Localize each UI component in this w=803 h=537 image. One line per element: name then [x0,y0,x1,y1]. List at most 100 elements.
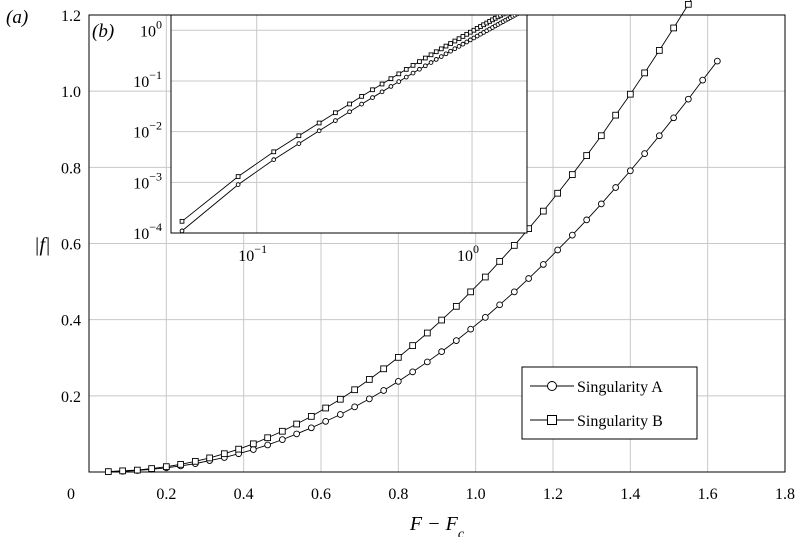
main-point-circle [452,337,460,344]
tick-exponent: −3 [149,169,162,183]
main-point-circle [597,200,605,208]
inset-point-circle [428,60,434,65]
inset-point-circle [410,70,416,76]
inset-point-circle [396,79,402,84]
main-point-circle [699,76,706,84]
main-point-square [322,404,329,412]
inset-point-circle [422,63,428,69]
inset-point-square [433,49,439,55]
inset-point-circle [456,44,462,49]
inset-point-square [513,6,517,10]
main-point-circle [322,417,329,425]
main-point-circle [510,288,518,296]
main-point-square [597,132,605,140]
tick-exponent: −2 [149,119,162,133]
inset-point-circle [370,95,375,100]
main-point-square [293,420,300,428]
main-point-square [612,111,619,119]
inset-gridlines [171,15,527,233]
x-tick-label: 0 [67,486,75,503]
inset-point-square [333,110,338,116]
legend-items: Singularity A Singularity B [530,379,663,430]
tick-exponent: 0 [473,242,479,256]
main-point-square [278,427,286,435]
x-tick-label: 1.0 [466,486,486,503]
inset-point-circle [448,48,453,54]
inset-point-square [388,76,394,81]
inset-point-square [359,94,364,99]
inset-y-tick-label: 100 [140,17,162,40]
inset-point-square [443,43,449,49]
inset-point-circle [460,41,466,47]
inset-series-layer [179,4,520,233]
main-point-circle [525,275,532,282]
main-point-square [394,354,402,361]
inset-point-circle [515,15,520,17]
main-point-square [365,376,373,383]
tick-mantissa: 10 [133,175,149,192]
x-tick-label: 1.4 [620,486,640,503]
main-point-square [452,302,460,310]
inset-point-square [448,41,453,46]
inset-point-circle [417,66,422,72]
inset-y-tick-label: 10−3 [133,169,162,192]
main-point-circle [670,114,677,122]
inset-point-square [428,52,434,58]
main-point-square [568,171,576,178]
tick-exponent: 0 [156,17,162,31]
main-point-circle [655,132,663,140]
main-point-circle [365,395,373,403]
inset-point-circle [464,39,470,45]
main-point-square [423,329,431,337]
inset-point-circle [333,118,338,123]
main-point-circle [684,95,692,103]
x-tick-label: 0.8 [388,486,408,503]
inset-point-circle [235,182,241,187]
main-point-square [670,24,677,32]
inset-point-square [235,174,241,179]
main-point-square [510,242,518,249]
main-point-circle [583,216,590,224]
inset-point-square [316,120,322,126]
legend-marker-square [547,415,557,425]
main-point-square [655,47,663,54]
main-point-circle [568,231,576,239]
panel-a-label: (a) [6,7,28,28]
inset-point-circle [452,46,458,52]
inset-point-square [403,67,409,72]
main-point-circle [409,368,416,376]
tick-mantissa: 10 [238,248,254,265]
inset-point-square [370,87,375,93]
inset-point-square [500,15,506,17]
main-point-square [162,463,170,471]
tick-exponent: −4 [149,220,162,234]
inset-point-square [271,149,277,155]
inset-point-square [379,81,385,87]
main-point-square [249,440,257,448]
main-axis-ticks: 0 0.2 0.4 0.6 0.8 1.0 1.2 1.4 1.6 1.8 0.2 0.4 0.6 0.8… [61,8,795,503]
inset-point-circle [359,101,364,107]
main-point-square [684,0,692,8]
main-point-circle [336,411,344,418]
main-point-square [539,207,547,215]
x-axis-label-main: F − F [409,513,459,535]
main-point-circle [713,57,721,65]
y-tick-label: 1.2 [61,8,81,25]
tick-exponent: −1 [149,68,162,82]
inset-point-square [511,7,515,11]
inset-point-circle [271,157,277,163]
inset-y-tick-label: 10−1 [133,68,162,91]
x-axis-label-subscript: c [458,527,465,537]
inset-point-square [347,101,352,107]
inset-point-square [504,11,508,15]
inset-x-tick-label: 10−1 [238,242,267,265]
inset-point-circle [403,74,409,80]
main-point-square [264,434,271,442]
main-point-square [641,69,648,77]
inset-point-circle [388,84,394,89]
inset-point-circle [471,35,477,41]
main-point-square [191,457,199,465]
inset-point-square [515,4,519,8]
tick-mantissa: 10 [457,248,473,265]
